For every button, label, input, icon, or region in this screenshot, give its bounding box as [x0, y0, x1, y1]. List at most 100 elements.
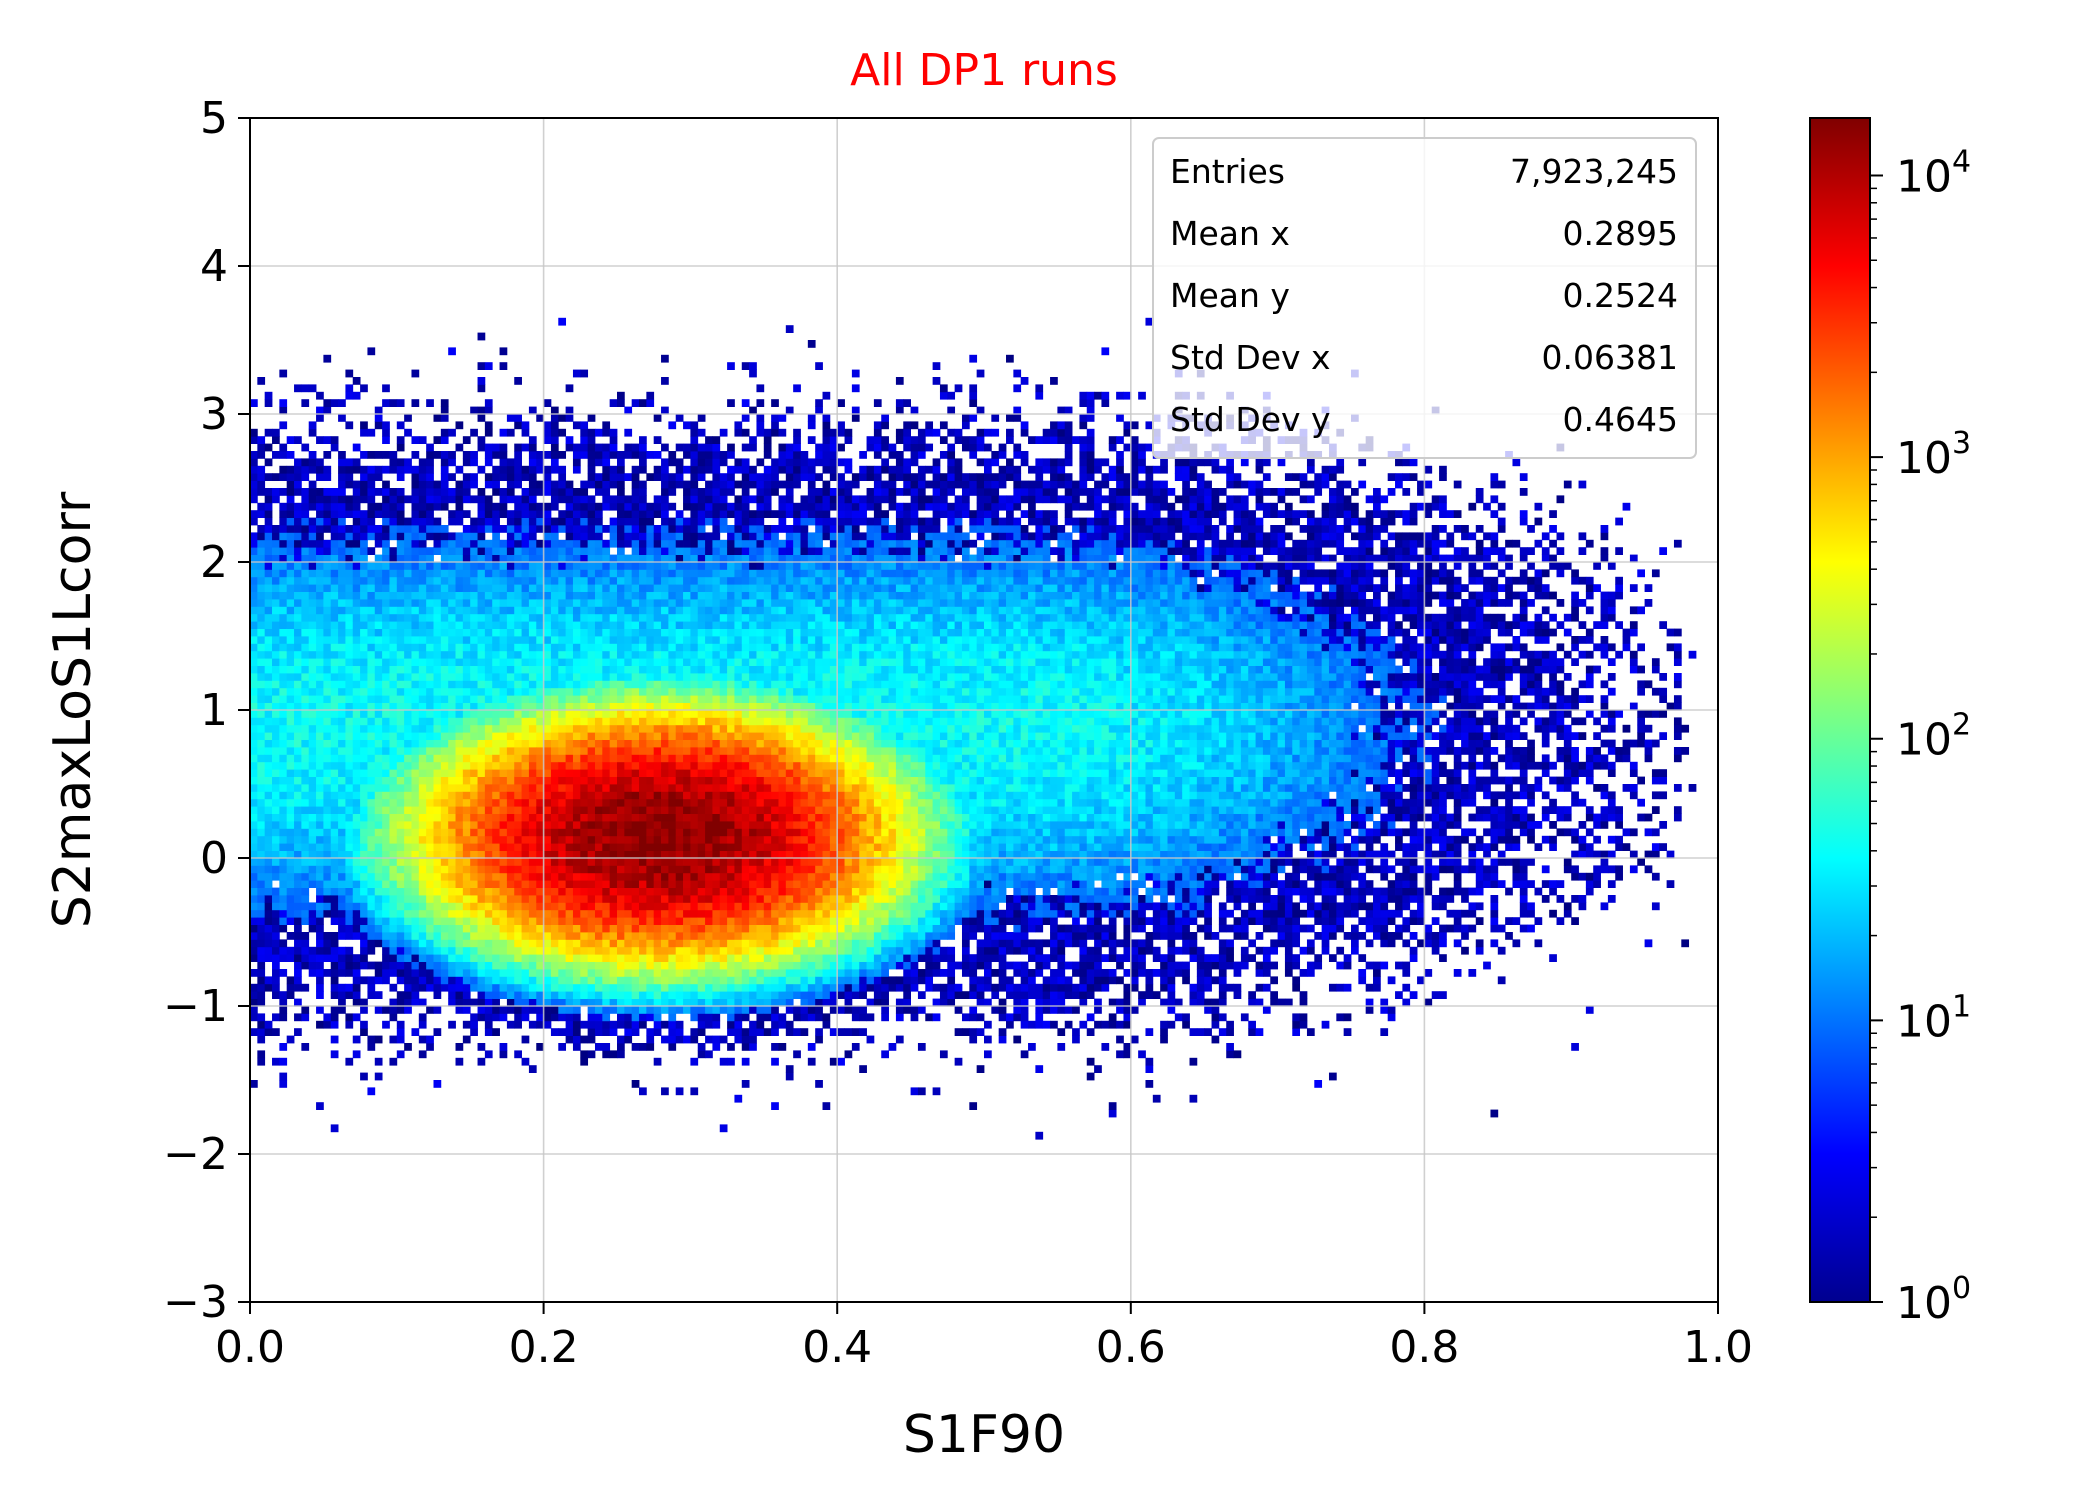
heatmap-cell	[426, 510, 434, 518]
heatmap-cell	[521, 917, 530, 925]
heatmap-cell	[646, 665, 655, 674]
heatmap-cell	[455, 569, 464, 578]
heatmap-cell	[316, 488, 324, 496]
heatmap-cell	[360, 976, 368, 985]
heatmap-cell	[705, 909, 713, 918]
heatmap-cell	[294, 436, 302, 444]
heatmap-cell	[565, 1028, 574, 1036]
heatmap-cell	[448, 946, 456, 955]
heatmap-cell	[705, 539, 713, 548]
heatmap-cell	[572, 421, 581, 430]
heatmap-cell	[257, 791, 266, 800]
heatmap-cell	[690, 865, 699, 874]
heatmap-cell	[639, 924, 647, 933]
heatmap-cell	[257, 969, 266, 977]
heatmap-cell	[499, 569, 508, 578]
heatmap-cell	[594, 865, 603, 874]
heatmap-cell	[286, 554, 295, 563]
heatmap-cell	[294, 872, 302, 881]
heatmap-cell	[272, 732, 280, 740]
heatmap-cell	[301, 517, 310, 526]
heatmap-cell	[675, 591, 684, 600]
heatmap-cell	[250, 739, 258, 748]
heatmap-cell	[558, 665, 567, 674]
heatmap-cell	[330, 532, 339, 541]
heatmap-cell	[668, 880, 677, 888]
heatmap-cell	[279, 510, 288, 518]
heatmap-cell	[705, 739, 713, 748]
heatmap-cell	[264, 798, 273, 807]
heatmap-cell	[617, 613, 625, 622]
heatmap-cell	[565, 813, 574, 822]
heatmap-cell	[521, 673, 530, 681]
heatmap-cell	[631, 754, 640, 763]
heatmap-cell	[345, 909, 354, 918]
heatmap-cell	[580, 998, 589, 1007]
heatmap-cell	[565, 732, 574, 740]
heatmap-cell	[506, 813, 515, 822]
heatmap-cell	[587, 465, 596, 474]
heatmap-cell	[250, 932, 258, 940]
heatmap-cell	[330, 917, 339, 925]
heatmap-cell	[617, 717, 625, 726]
heatmap-cell	[602, 932, 611, 940]
heatmap-cell	[602, 983, 611, 992]
heatmap-cell	[528, 739, 537, 748]
heatmap-cell	[470, 591, 478, 600]
heatmap-cell	[484, 1013, 493, 1022]
heatmap-cell	[426, 488, 434, 496]
heatmap-cell	[602, 998, 611, 1007]
heatmap-cell	[543, 717, 552, 726]
heatmap-cell	[646, 673, 655, 681]
heatmap-cell	[250, 983, 258, 992]
heatmap-cell	[433, 835, 442, 844]
heatmap-cell	[499, 702, 508, 711]
heatmap-cell	[330, 880, 339, 888]
heatmap-cell	[499, 473, 508, 481]
heatmap-cell	[675, 843, 684, 851]
heatmap-cell	[609, 776, 618, 785]
heatmap-cell	[514, 724, 522, 733]
heatmap-cell	[330, 436, 339, 444]
heatmap-cell	[624, 924, 633, 933]
heatmap-cell	[462, 539, 471, 548]
heatmap-cell	[455, 680, 464, 689]
heatmap-cell	[683, 739, 691, 748]
heatmap-cell	[352, 769, 361, 777]
heatmap-cell	[448, 650, 456, 659]
heatmap-cell	[631, 554, 640, 563]
heatmap-cell	[617, 902, 625, 911]
heatmap-cell	[690, 554, 699, 563]
heatmap-cell	[279, 806, 288, 814]
heatmap-cell	[624, 813, 633, 822]
heatmap-cell	[316, 909, 324, 918]
heatmap-cell	[580, 510, 589, 518]
heatmap-cell	[484, 717, 493, 726]
heatmap-cell	[294, 806, 302, 814]
heatmap-cell	[594, 502, 603, 511]
heatmap-cell	[668, 806, 677, 814]
heatmap-cell	[352, 761, 361, 770]
heatmap-cell	[609, 747, 618, 755]
heatmap-cell	[639, 858, 647, 866]
heatmap-cell	[389, 858, 398, 866]
heatmap-cell	[675, 991, 684, 999]
heatmap-cell	[389, 732, 398, 740]
heatmap-cell	[683, 554, 691, 563]
heatmap-cell	[316, 717, 324, 726]
heatmap-cell	[661, 621, 669, 629]
heatmap-cell	[587, 895, 596, 903]
heatmap-cell	[257, 991, 266, 999]
heatmap-cell	[448, 798, 456, 807]
heatmap-cell	[675, 969, 684, 977]
heatmap-cell	[639, 525, 647, 533]
heatmap-cell	[646, 732, 655, 740]
heatmap-cell	[338, 628, 346, 637]
heatmap-cell	[345, 946, 354, 955]
heatmap-cell	[683, 532, 691, 541]
heatmap-cell	[433, 909, 442, 918]
heatmap-cell	[587, 562, 596, 570]
heatmap-cell	[492, 961, 500, 970]
heatmap-cell	[506, 1006, 515, 1014]
heatmap-cell	[462, 532, 471, 541]
